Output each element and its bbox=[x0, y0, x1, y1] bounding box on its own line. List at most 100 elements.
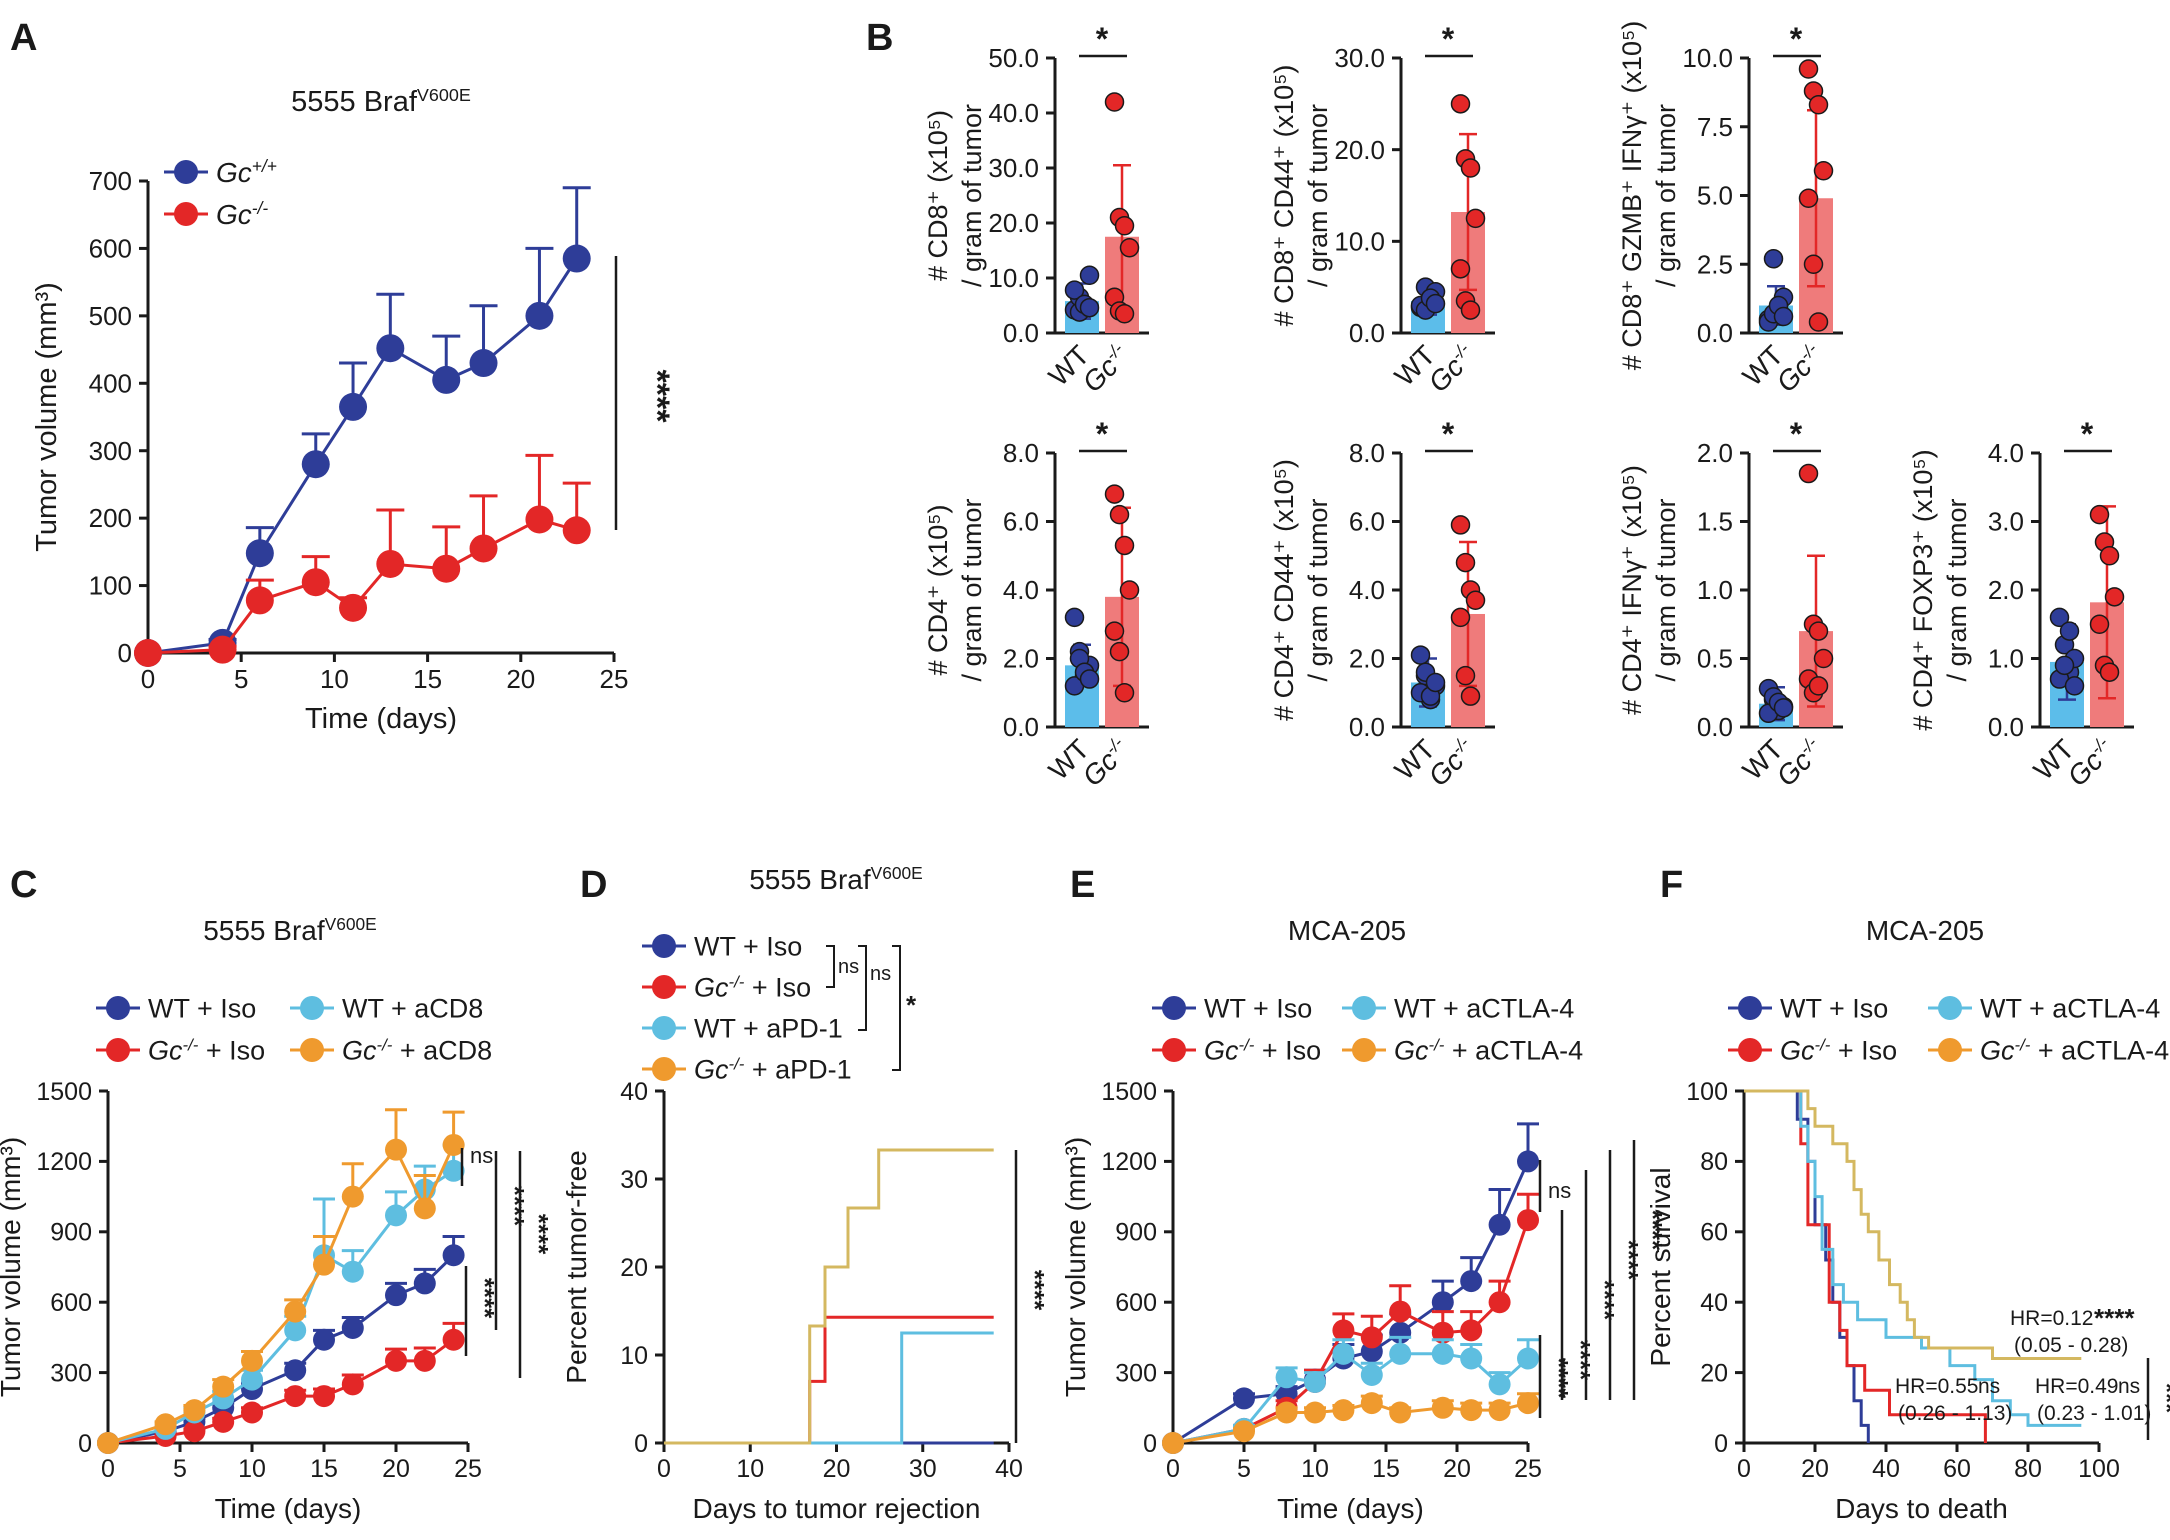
x-tick-label: 80 bbox=[2014, 1455, 2042, 1483]
data-point bbox=[2089, 614, 2110, 634]
data-point bbox=[1460, 1270, 1483, 1293]
data-point bbox=[284, 1385, 307, 1408]
data-point bbox=[1431, 1396, 1454, 1419]
legend-marker bbox=[652, 1016, 676, 1040]
y-tick-label: 900 bbox=[50, 1219, 92, 1247]
x-axis-label: Time (days) bbox=[215, 1493, 362, 1524]
x-tick-label: 0 bbox=[1166, 1455, 1180, 1483]
legend-label: Gc-/- + aCTLA-4 bbox=[1980, 1035, 2169, 1066]
data-point bbox=[1114, 683, 1135, 703]
legend-label: Gc-/- + aCD8 bbox=[342, 1035, 492, 1066]
x-tick-label: 0 bbox=[141, 664, 155, 694]
significance-bracket bbox=[826, 945, 835, 988]
data-point bbox=[341, 1185, 364, 1208]
data-point bbox=[1813, 161, 1834, 181]
series-gc-actla-4 bbox=[1744, 1089, 2082, 1360]
legend-marker bbox=[1352, 1038, 1376, 1062]
y-tick-label: 0 bbox=[118, 638, 132, 668]
x-tick-label: Gc-/- bbox=[1770, 732, 1830, 792]
y-tick-label: 100 bbox=[89, 571, 132, 601]
y-tick-label: 50.0 bbox=[988, 43, 1039, 73]
data-point bbox=[525, 505, 554, 534]
y-tick-label: 500 bbox=[89, 301, 132, 331]
y-tick-label: 0 bbox=[634, 1430, 648, 1458]
data-point bbox=[284, 1300, 307, 1323]
y-axis-label: # CD4⁺ FOXP3⁺ (x10⁵) bbox=[1908, 449, 1938, 730]
y-tick-label: 0 bbox=[1143, 1430, 1157, 1458]
data-point bbox=[385, 1138, 407, 1161]
x-tick-label: 20 bbox=[1801, 1455, 1829, 1483]
data-point bbox=[2054, 655, 2075, 676]
data-point bbox=[1465, 590, 1486, 611]
series-gc- bbox=[134, 453, 591, 667]
data-point bbox=[1460, 1347, 1483, 1370]
data-point bbox=[442, 1328, 465, 1351]
significance-label: * bbox=[1096, 21, 1109, 57]
x-tick-label: 30 bbox=[909, 1455, 937, 1483]
data-point bbox=[2089, 504, 2110, 525]
data-point bbox=[1360, 1326, 1383, 1349]
data-point bbox=[1460, 300, 1481, 320]
data-point bbox=[341, 1317, 364, 1340]
significance-label: **** bbox=[1638, 1210, 1668, 1251]
legend-label: Gc-/- + Iso bbox=[1204, 1035, 1321, 1066]
data-point bbox=[284, 1319, 307, 1342]
y-tick-label: 0.0 bbox=[1349, 318, 1385, 348]
y-axis-label: / gram of tumor bbox=[957, 498, 987, 681]
y-axis-label: / gram of tumor bbox=[1651, 498, 1681, 681]
data-point bbox=[1517, 1392, 1539, 1415]
legend-marker bbox=[652, 1057, 676, 1081]
legend-label: Gc-/- + Iso bbox=[148, 1035, 265, 1066]
data-point bbox=[1431, 1342, 1454, 1365]
panel-F: 0 20 40 60 80 100 0 20 40 60 80 100 Days to death Per… bbox=[1645, 915, 2170, 1524]
survival-line bbox=[1744, 1089, 2082, 1360]
y-axis-label: Percent survival bbox=[1645, 1167, 1676, 1366]
significance-label: * bbox=[1790, 21, 1803, 57]
y-tick-label: 300 bbox=[50, 1359, 92, 1387]
panel-letter-e: E bbox=[1070, 864, 1095, 906]
data-point bbox=[1332, 1399, 1355, 1422]
data-point bbox=[2059, 621, 2080, 641]
data-point bbox=[1488, 1373, 1511, 1396]
y-axis-label: # CD4⁺ CD44⁺ (x10⁵) bbox=[1269, 459, 1299, 721]
significance-label: **** bbox=[500, 1186, 530, 1227]
data-point bbox=[241, 1401, 263, 1424]
y-tick-label: 40 bbox=[620, 1078, 648, 1106]
data-point bbox=[1488, 1291, 1511, 1314]
chart-title: MCA-205 bbox=[1288, 915, 1406, 946]
data-point bbox=[1389, 1401, 1412, 1424]
legend-marker bbox=[300, 1038, 324, 1062]
legend-marker bbox=[1162, 996, 1186, 1020]
significance-label: ns bbox=[470, 1143, 493, 1168]
data-point bbox=[413, 1197, 436, 1220]
x-tick-label: Gc-/- bbox=[1076, 338, 1136, 398]
legend-label: Gc-/- bbox=[216, 198, 268, 230]
y-tick-label: 1.0 bbox=[1697, 575, 1733, 605]
x-tick-label: 20 bbox=[506, 664, 535, 694]
data-point bbox=[385, 1284, 407, 1307]
y-tick-label: 40.0 bbox=[988, 98, 1039, 128]
data-point bbox=[525, 301, 554, 330]
legend-label: WT + Iso bbox=[1780, 994, 1888, 1024]
y-tick-label: 0.5 bbox=[1697, 644, 1733, 674]
y-axis-label: / gram of tumor bbox=[1942, 498, 1972, 681]
y-tick-label: 200 bbox=[89, 503, 132, 533]
x-tick-label: 25 bbox=[1514, 1455, 1542, 1483]
legend-label: WT + Iso bbox=[694, 932, 802, 962]
significance-label: ns bbox=[1548, 1178, 1571, 1203]
series-wt-acd8 bbox=[97, 1143, 465, 1454]
significance-label: * bbox=[1442, 416, 1455, 452]
data-point bbox=[2064, 676, 2085, 696]
y-tick-label: 1200 bbox=[1101, 1148, 1157, 1176]
y-tick-label: 1.5 bbox=[1697, 507, 1733, 537]
legend-marker bbox=[1938, 1038, 1962, 1062]
y-tick-label: 10 bbox=[620, 1342, 648, 1370]
data-point bbox=[1450, 607, 1471, 628]
y-tick-label: 30.0 bbox=[1334, 43, 1385, 73]
data-point bbox=[2099, 546, 2120, 566]
data-point bbox=[1803, 254, 1824, 274]
hazard-ratio: HR=0.12 bbox=[2010, 1307, 2093, 1330]
